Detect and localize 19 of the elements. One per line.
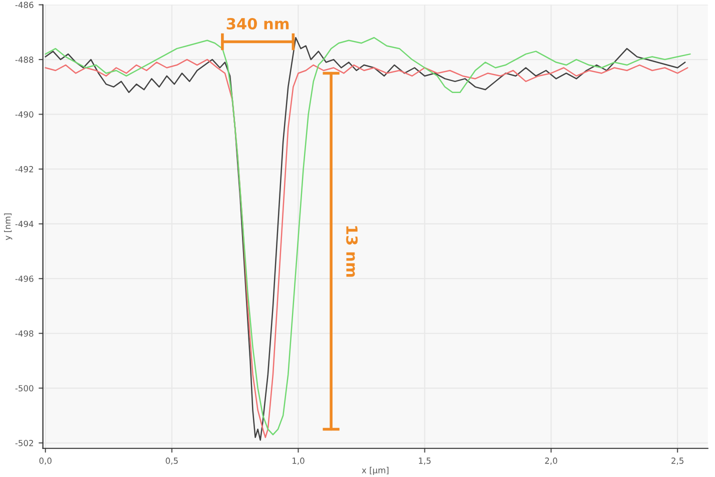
annotation: 13 nm — [346, 226, 358, 277]
y-tick-label: -500 — [15, 385, 34, 392]
y-tick-label: -502 — [15, 440, 34, 446]
x-tick-label: 1,5 — [418, 458, 431, 465]
y-tick-label: -490 — [15, 111, 34, 118]
x-tick-label: 2,5 — [671, 458, 684, 465]
x-tick-label: 0,5 — [166, 458, 178, 465]
x-tick-label: 1,0 — [292, 458, 304, 465]
y-tick-label: -498 — [15, 330, 34, 337]
y-tick-label: -496 — [15, 276, 34, 282]
x-axis-title: x [µm] — [362, 466, 388, 475]
y-axis-title: y [nm] — [4, 214, 12, 240]
y-tick-label: -486 — [15, 2, 34, 8]
y-tick-label: -494 — [15, 220, 34, 228]
y-tick-label: -492 — [15, 166, 34, 172]
x-tick-label: 2,0 — [545, 458, 558, 465]
annotation: 340 nm — [226, 18, 289, 30]
y-tick-label: -488 — [15, 56, 34, 63]
x-tick-label: 0,0 — [39, 458, 52, 465]
